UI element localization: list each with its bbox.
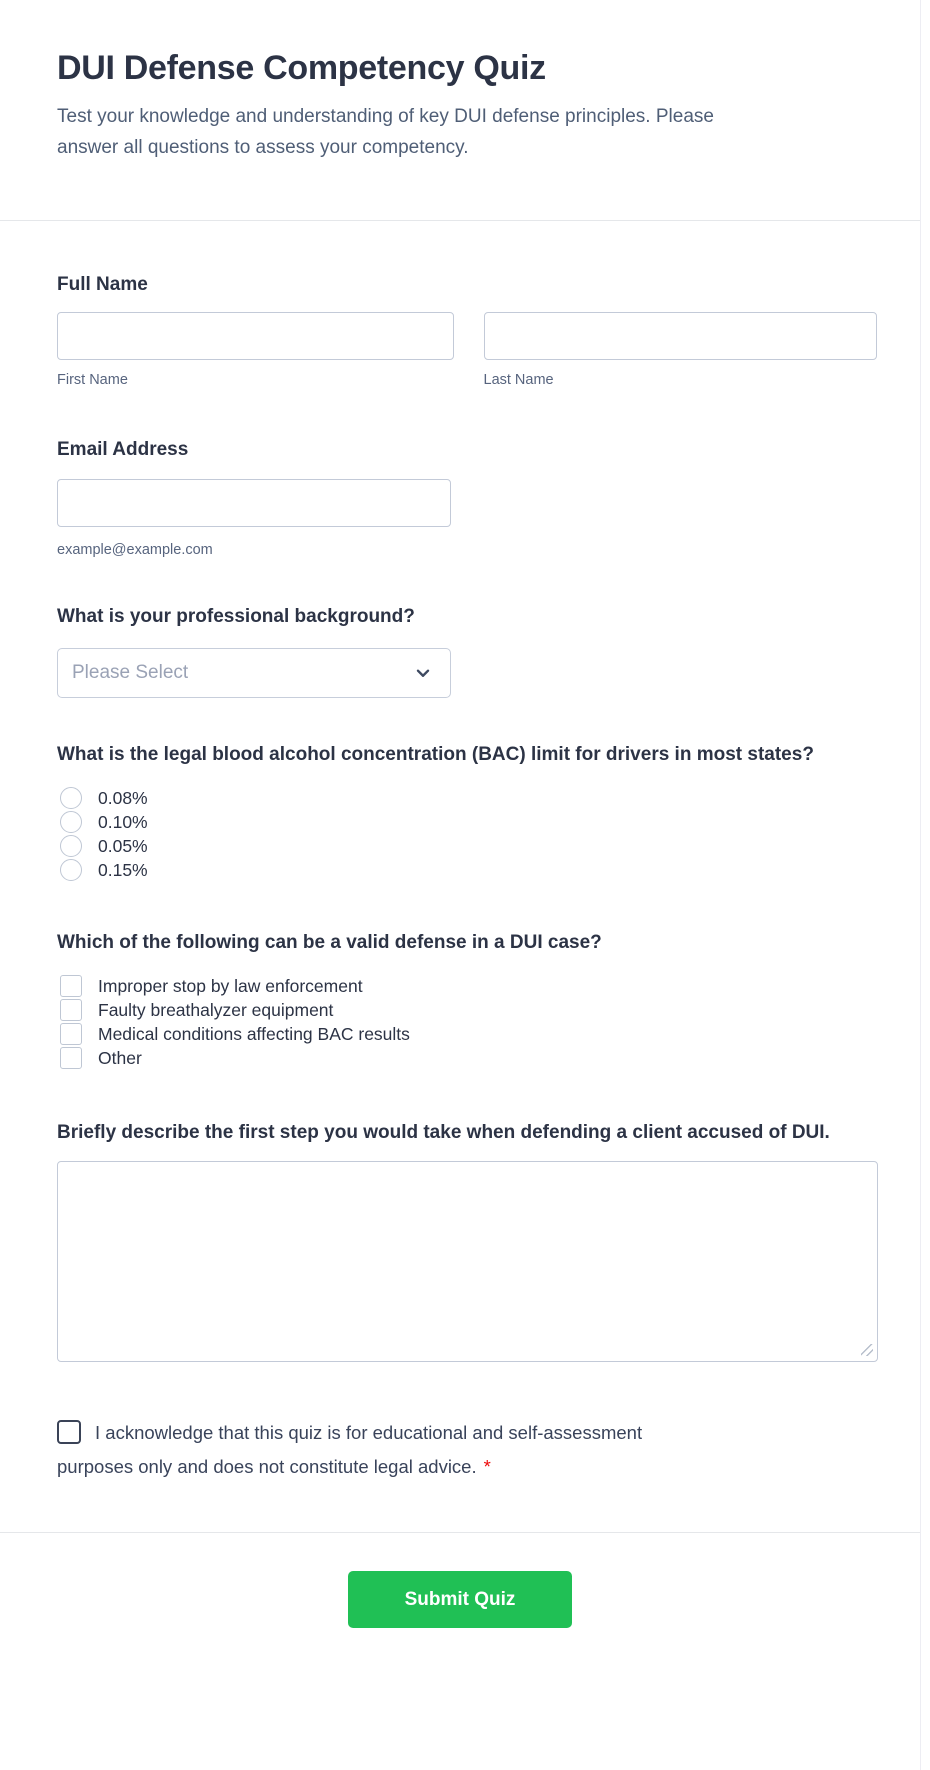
name-row: First Name Last Name (57, 312, 877, 389)
defense-option-checkbox[interactable] (60, 1023, 82, 1045)
defense-option-label: Improper stop by law enforcement (98, 976, 363, 996)
field-bac-limit: What is the legal blood alcohol concentr… (57, 742, 877, 882)
page-title: DUI Defense Competency Quiz (57, 49, 546, 87)
field-acknowledge: I acknowledge that this quiz is for educ… (57, 1416, 877, 1484)
email-input[interactable] (57, 479, 451, 527)
field-valid-defense: Which of the following can be a valid de… (57, 930, 877, 1070)
select-placeholder: Please Select (72, 662, 189, 683)
defense-option-row[interactable]: Other (57, 1046, 877, 1070)
first-name-input[interactable] (57, 312, 454, 360)
first-name-sublabel: First Name (57, 372, 128, 388)
defense-option-label: Other (98, 1048, 142, 1068)
first-name-column: First Name (57, 312, 454, 389)
defense-option-row[interactable]: Medical conditions affecting BAC results (57, 1022, 877, 1046)
defense-option-row[interactable]: Faulty breathalyzer equipment (57, 998, 877, 1022)
last-name-input[interactable] (483, 312, 877, 360)
defense-option-checkbox[interactable] (60, 999, 82, 1021)
first-step-label: Briefly describe the first step you woul… (57, 1122, 830, 1143)
textarea-wrap (57, 1161, 878, 1362)
chevron-down-icon (416, 669, 430, 677)
bac-option-label: 0.08% (98, 788, 148, 808)
professional-background-select[interactable]: Please Select (57, 648, 451, 698)
field-professional-background: What is your professional background? Pl… (57, 604, 877, 698)
bac-option-label: 0.15% (98, 860, 148, 880)
bac-option-row[interactable]: 0.08% (57, 786, 877, 810)
bac-option-radio[interactable] (60, 835, 82, 857)
full-name-label: Full Name (57, 274, 148, 295)
last-name-column: Last Name (483, 312, 877, 389)
field-email: Email Address example@example.com (57, 437, 877, 559)
bac-option-row[interactable]: 0.15% (57, 858, 877, 882)
form-header: DUI Defense Competency Quiz Test your kn… (0, 0, 920, 221)
valid-defense-label: Which of the following can be a valid de… (57, 932, 602, 953)
professional-background-label: What is your professional background? (57, 606, 415, 627)
acknowledge-label: I acknowledge that this quiz is for educ… (57, 1422, 643, 1477)
field-first-step: Briefly describe the first step you woul… (57, 1120, 878, 1362)
email-label: Email Address (57, 439, 189, 460)
form-footer: Submit Quiz (0, 1532, 920, 1680)
defense-option-checkbox[interactable] (60, 1047, 82, 1069)
bac-option-label: 0.10% (98, 812, 148, 832)
bac-option-radio[interactable] (60, 787, 82, 809)
required-asterisk: * (483, 1456, 491, 1477)
acknowledge-checkbox[interactable] (57, 1420, 81, 1444)
defense-option-label: Faulty breathalyzer equipment (98, 1000, 334, 1020)
bac-options-list: 0.08% 0.10% 0.05% 0.15% (57, 786, 877, 882)
last-name-sublabel: Last Name (483, 372, 554, 388)
bac-option-row[interactable]: 0.05% (57, 834, 877, 858)
bac-option-radio[interactable] (60, 859, 82, 881)
form-body: Full Name First Name Last Name Email Add… (0, 272, 920, 1484)
defense-options-list: Improper stop by law enforcement Faulty … (57, 974, 877, 1070)
submit-button[interactable]: Submit Quiz (348, 1571, 572, 1628)
bac-limit-label: What is the legal blood alcohol concentr… (57, 744, 814, 765)
bac-option-radio[interactable] (60, 811, 82, 833)
bac-option-label: 0.05% (98, 836, 148, 856)
acknowledge-row[interactable]: I acknowledge that this quiz is for educ… (57, 1416, 679, 1484)
first-step-textarea[interactable] (57, 1161, 878, 1362)
defense-option-row[interactable]: Improper stop by law enforcement (57, 974, 877, 998)
field-full-name: Full Name First Name Last Name (57, 272, 877, 389)
defense-option-checkbox[interactable] (60, 975, 82, 997)
page-subtitle: Test your knowledge and understanding of… (57, 106, 714, 158)
bac-option-row[interactable]: 0.10% (57, 810, 877, 834)
resize-handle-icon[interactable] (861, 1344, 873, 1356)
email-helper-text: example@example.com (57, 542, 213, 558)
defense-option-label: Medical conditions affecting BAC results (98, 1024, 410, 1044)
